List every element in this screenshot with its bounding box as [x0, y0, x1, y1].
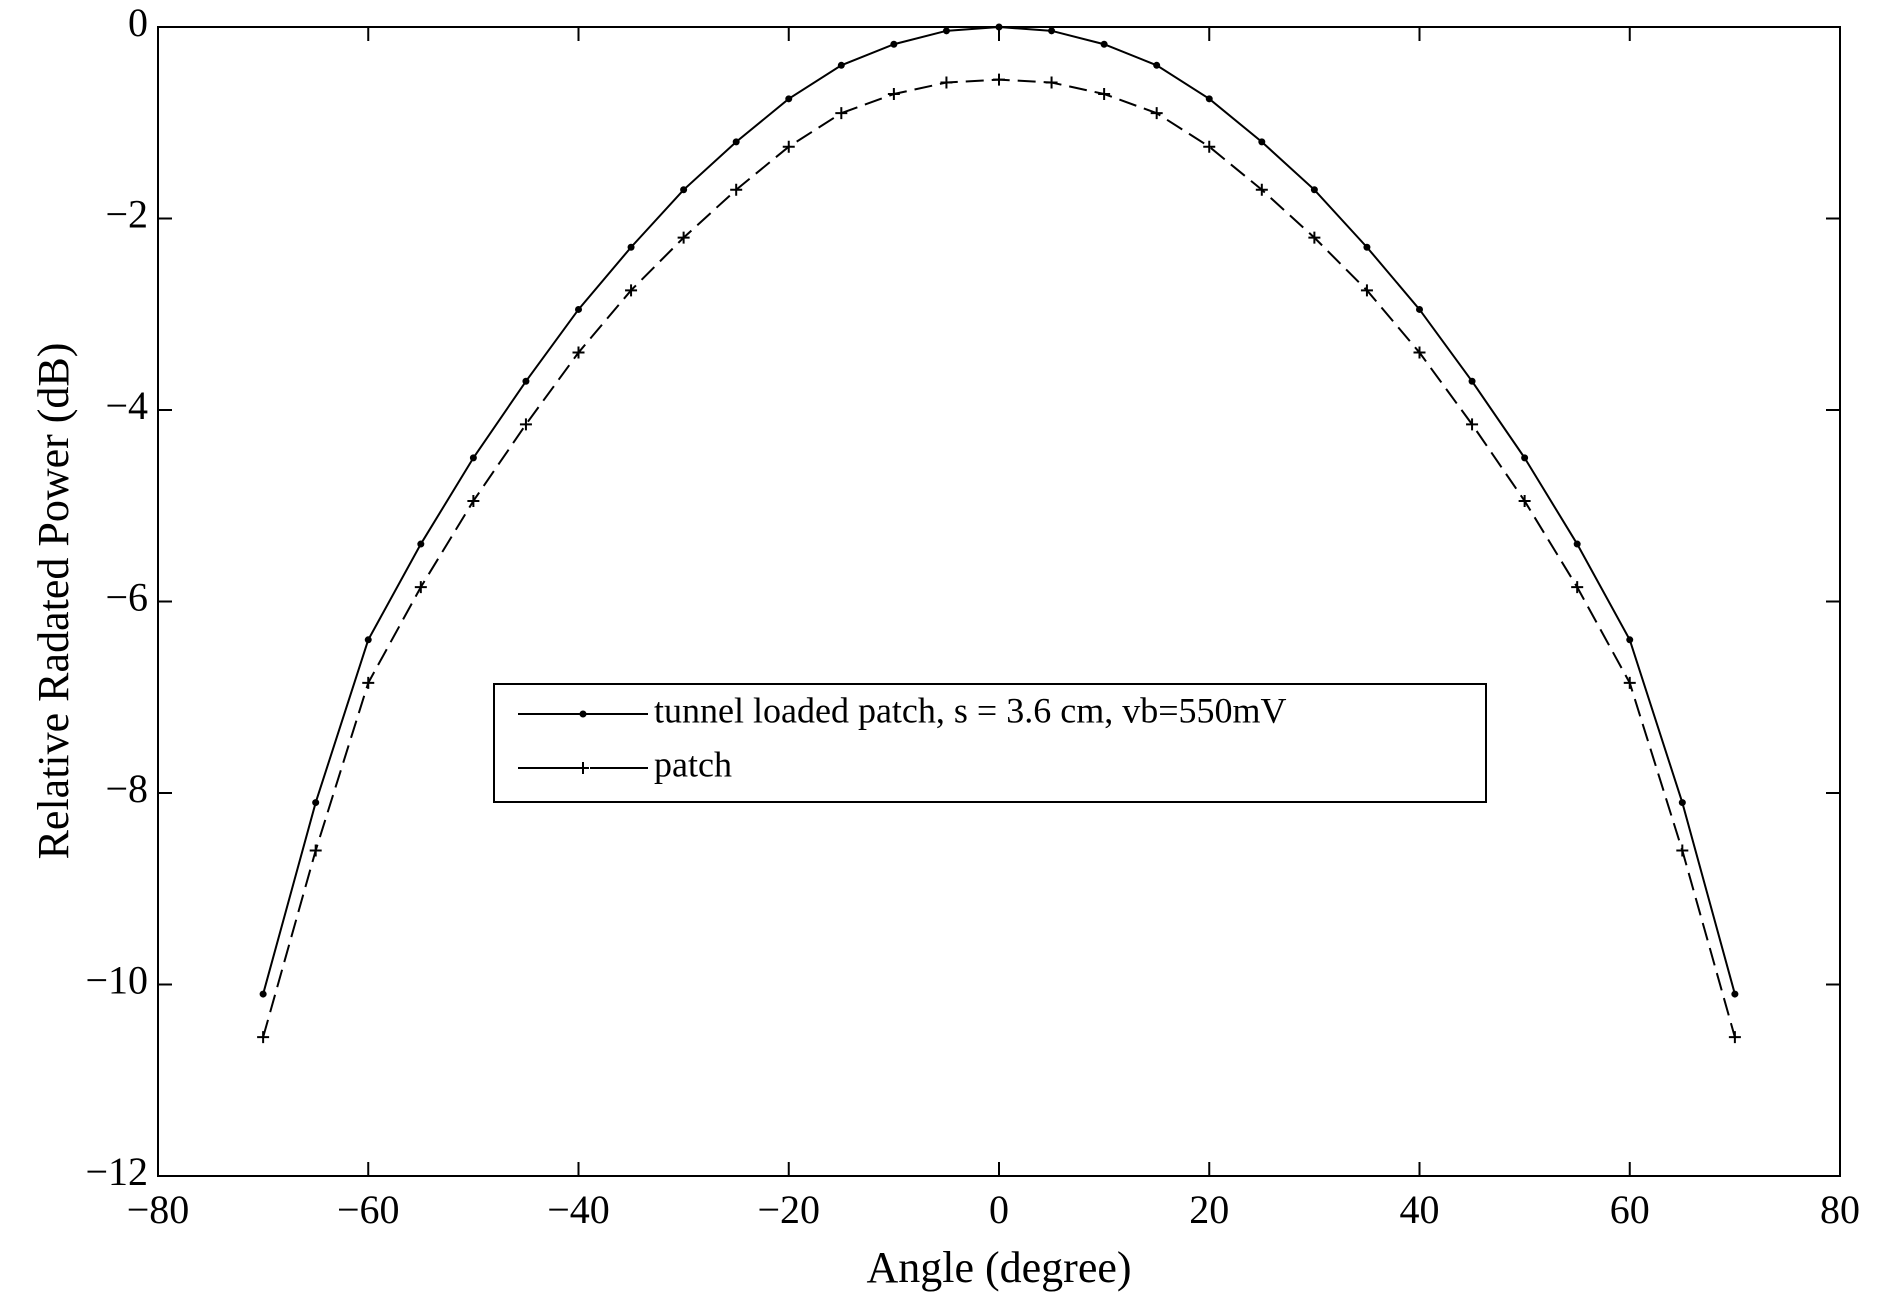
- series-marker: [1518, 494, 1531, 507]
- series-marker: [467, 494, 480, 507]
- series-marker: [522, 377, 530, 385]
- legend-label: patch: [654, 744, 732, 784]
- x-tick-label: −60: [337, 1187, 400, 1232]
- series-marker: [1098, 88, 1111, 101]
- series-marker: [572, 346, 585, 359]
- series-marker: [730, 183, 743, 196]
- legend-box: [493, 683, 1487, 803]
- series-marker: [942, 27, 950, 35]
- series-marker: [1048, 27, 1056, 35]
- series-marker: [1731, 990, 1739, 998]
- series-marker: [469, 454, 477, 462]
- x-tick-label: −20: [757, 1187, 820, 1232]
- series-marker: [1363, 243, 1371, 251]
- legend-label: tunnel loaded patch, s = 3.6 cm, vb=550m…: [654, 690, 1287, 730]
- legend-marker: [579, 710, 587, 718]
- series-marker: [782, 140, 795, 153]
- series-line: [262, 25, 1736, 995]
- series-marker: [625, 284, 638, 297]
- series-marker: [309, 844, 322, 857]
- series-marker: [993, 73, 1005, 86]
- series-marker: [890, 40, 898, 48]
- series-marker: [1728, 1031, 1741, 1044]
- series-marker: [1100, 40, 1108, 48]
- x-tick-label: 0: [989, 1187, 1009, 1232]
- x-tick-label: −40: [547, 1187, 610, 1232]
- series-marker: [1678, 799, 1686, 807]
- series-marker: [1676, 844, 1689, 857]
- series-marker: [1205, 95, 1213, 103]
- series-marker: [1573, 540, 1581, 548]
- series-line: [262, 78, 1736, 1038]
- x-tick-label: 20: [1189, 1187, 1229, 1232]
- series-marker: [1153, 61, 1161, 69]
- y-tick-label: −4: [105, 383, 148, 428]
- series-marker: [362, 676, 375, 689]
- series-marker: [995, 23, 1003, 31]
- series-marker: [837, 61, 845, 69]
- series-marker: [1150, 107, 1163, 120]
- series-marker: [312, 799, 320, 807]
- legend: tunnel loaded patch, s = 3.6 cm, vb=550m…: [493, 683, 1487, 803]
- series-marker: [785, 95, 793, 103]
- series-marker: [259, 990, 267, 998]
- series-marker: [1045, 76, 1058, 89]
- series-marker: [835, 107, 848, 120]
- y-tick-label: −6: [105, 575, 148, 620]
- series-marker: [1258, 138, 1266, 146]
- series-marker: [575, 305, 582, 313]
- x-tick-label: −80: [127, 1187, 190, 1232]
- y-tick-label: −12: [85, 1149, 148, 1194]
- series-marker: [1310, 186, 1318, 194]
- series-marker: [680, 186, 688, 194]
- y-tick-label: 0: [128, 0, 148, 45]
- legend-marker: [577, 762, 589, 774]
- x-tick-label: 60: [1610, 1187, 1650, 1232]
- series-marker: [1571, 581, 1584, 594]
- series-marker: [732, 138, 740, 146]
- series-marker: [414, 581, 427, 594]
- x-axis-label: Angle (degree): [866, 1243, 1131, 1292]
- y-axis-label: Relative Radated Power (dB): [29, 343, 78, 860]
- y-tick-label: −2: [105, 192, 148, 237]
- series-marker: [1521, 454, 1529, 462]
- series-marker: [677, 231, 690, 244]
- x-tick-label: 40: [1400, 1187, 1440, 1232]
- series-marker: [1413, 346, 1426, 359]
- series-marker: [887, 88, 900, 101]
- y-tick-label: −8: [105, 766, 148, 811]
- series-marker: [1626, 636, 1634, 644]
- series-marker: [1360, 284, 1373, 297]
- series-marker: [1416, 305, 1423, 313]
- series-marker: [1466, 418, 1479, 431]
- series-marker: [1468, 377, 1476, 385]
- series-marker: [257, 1031, 270, 1044]
- series-marker: [519, 418, 532, 431]
- series-marker: [1203, 140, 1216, 153]
- series-marker: [364, 636, 372, 644]
- series-marker: [627, 243, 635, 251]
- x-tick-label: 80: [1820, 1187, 1860, 1232]
- series-marker: [1255, 183, 1268, 196]
- series-marker: [940, 76, 953, 89]
- y-tick-label: −10: [85, 958, 148, 1003]
- plot-frame: [157, 26, 1841, 1177]
- series-marker: [417, 540, 425, 548]
- series-marker: [1308, 231, 1321, 244]
- series-marker: [1623, 676, 1636, 689]
